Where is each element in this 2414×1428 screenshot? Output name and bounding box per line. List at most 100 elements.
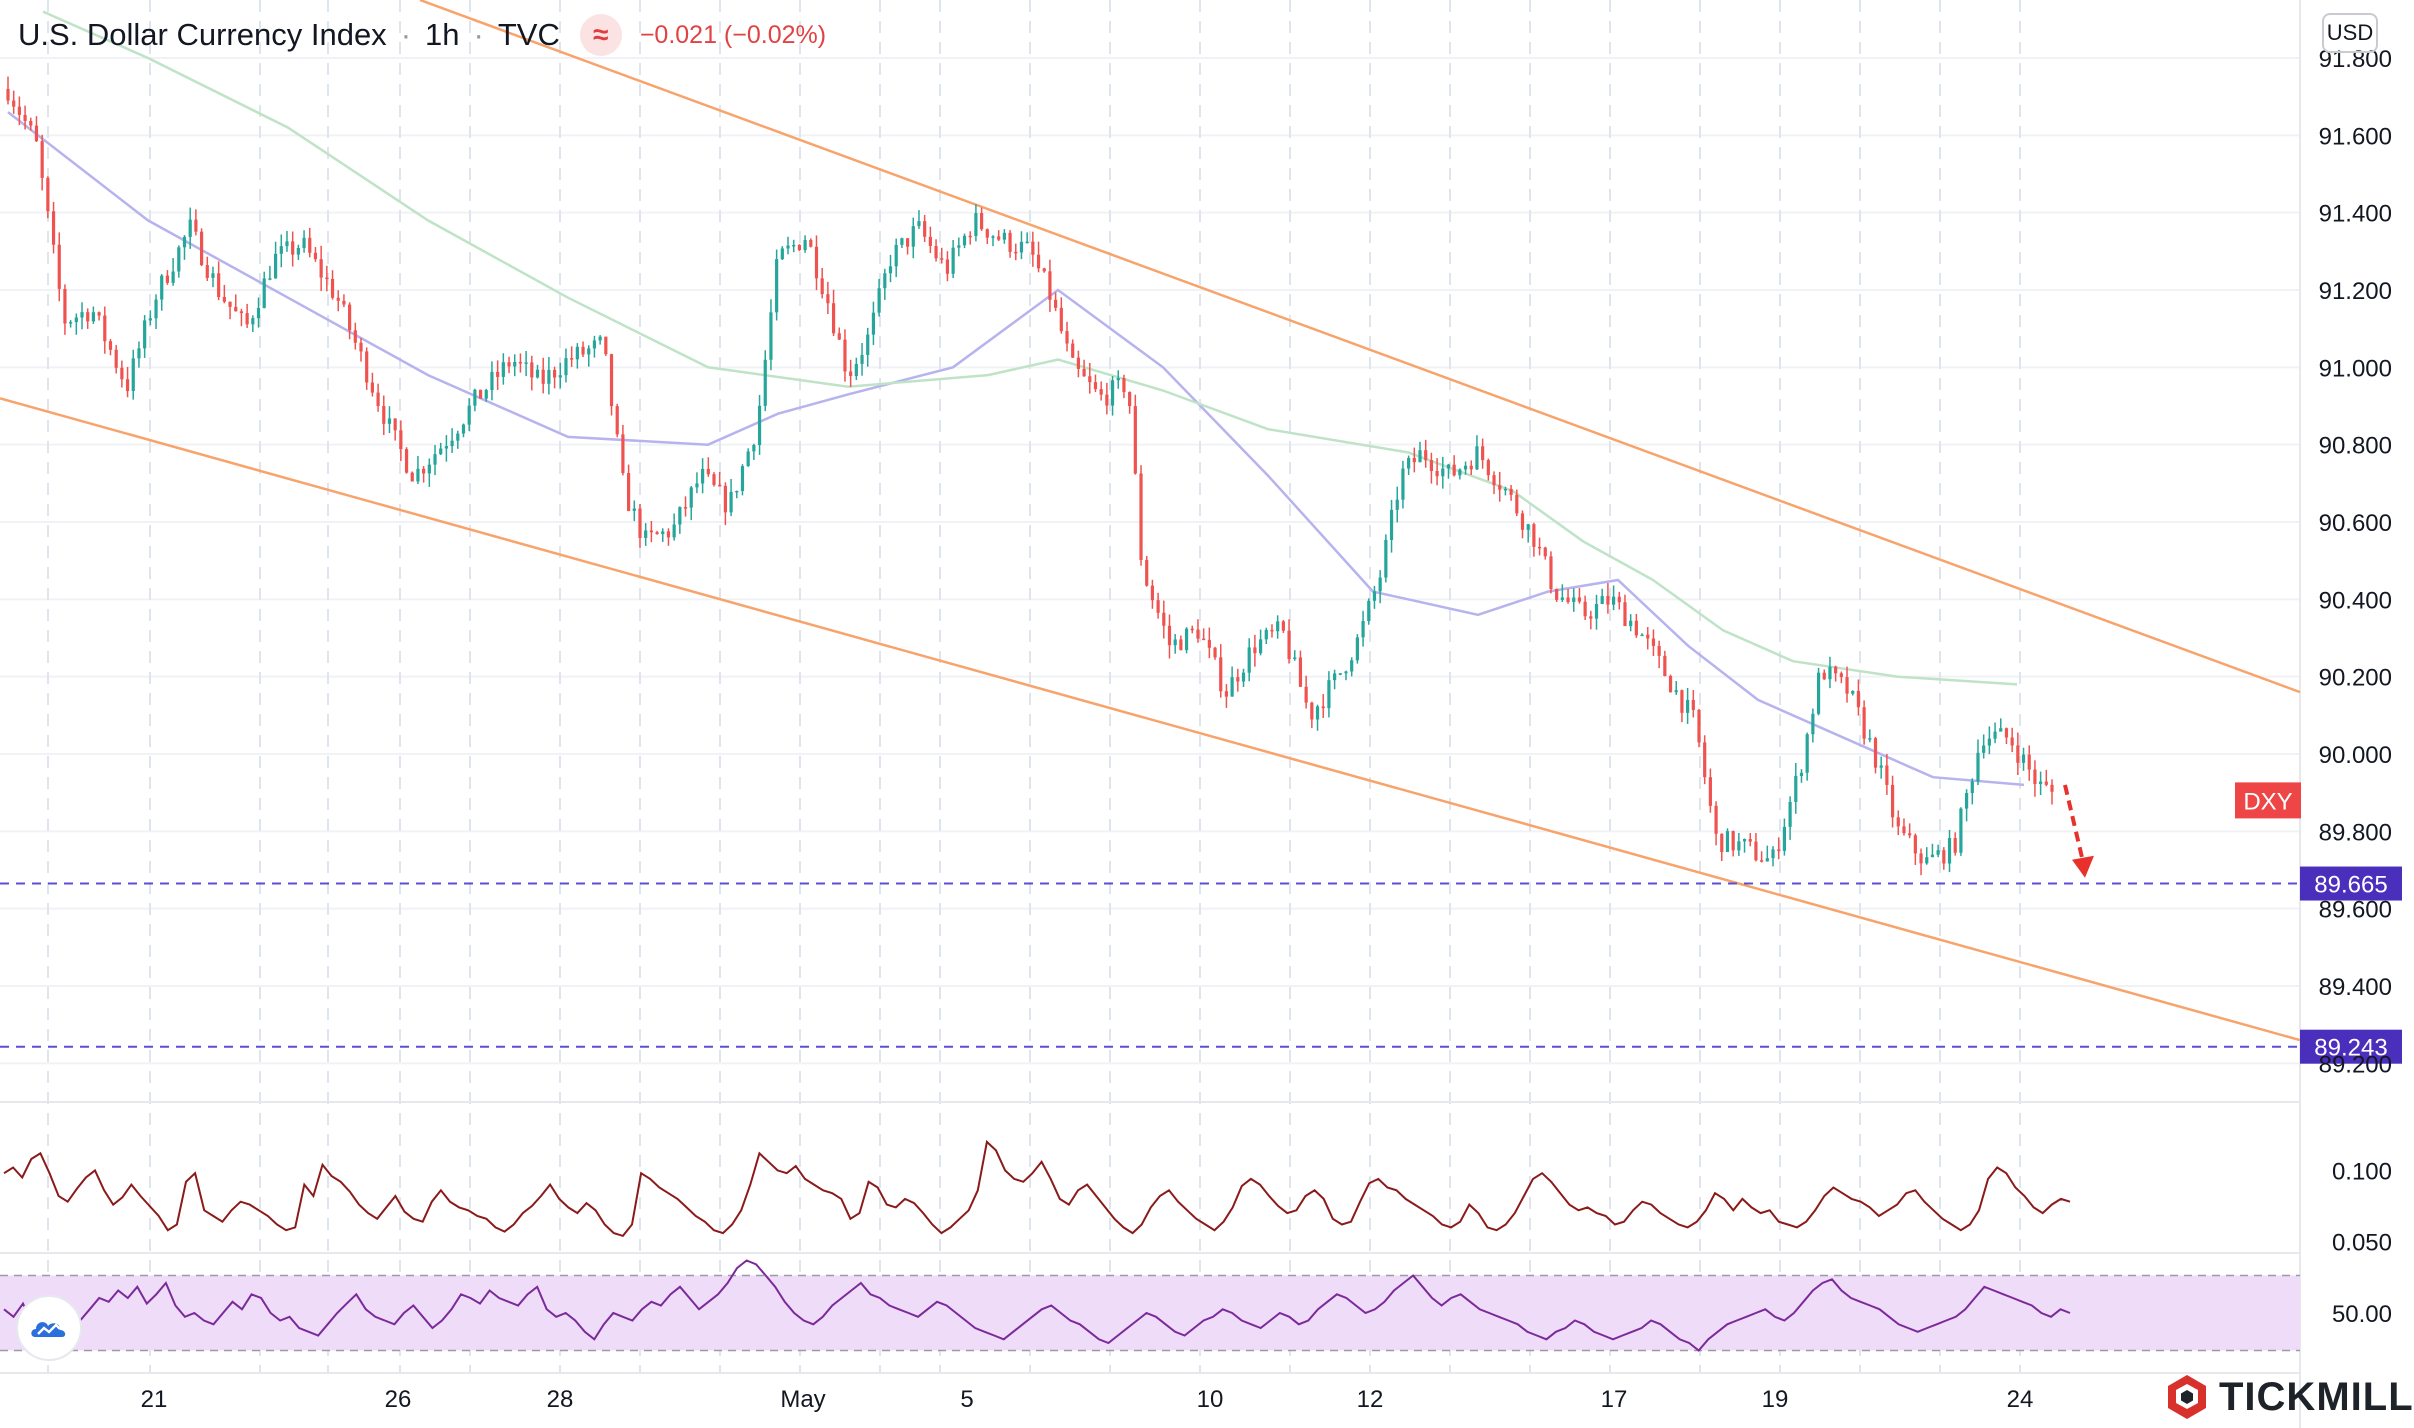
candle-body <box>951 247 955 274</box>
candle-body <box>2027 754 2031 770</box>
candle-body <box>1839 673 1843 678</box>
candle-body <box>1031 241 1035 255</box>
candle-body <box>1463 465 1468 470</box>
candle-body <box>1834 666 1838 674</box>
candle-body <box>1293 657 1297 660</box>
candle-body <box>1532 524 1536 547</box>
candle-body <box>1737 841 1741 851</box>
dxy-label-bg <box>2235 782 2301 819</box>
candle-body <box>348 304 352 331</box>
candle-body <box>353 330 357 343</box>
candle-body <box>513 361 517 367</box>
candle-body <box>558 375 562 378</box>
interval-label[interactable]: 1h <box>425 17 460 52</box>
descending-channel[interactable] <box>0 0 2301 1042</box>
candle-body <box>1623 602 1627 627</box>
candle-body <box>120 367 124 380</box>
symbol-name[interactable]: U.S. Dollar Currency Index <box>18 17 387 52</box>
candle-body <box>444 446 449 449</box>
candle-body <box>1936 850 1940 855</box>
candle-body <box>1942 850 1946 864</box>
candle-body <box>182 236 187 248</box>
candle-body <box>894 244 898 267</box>
candle-body <box>632 508 636 511</box>
candle-body <box>1663 655 1667 676</box>
candle-body <box>615 406 619 435</box>
candle-body <box>940 258 944 260</box>
candle-body <box>1071 343 1075 358</box>
candle-body <box>410 472 414 482</box>
candle-body <box>1731 831 1735 851</box>
candle-body <box>991 236 995 238</box>
candle-body <box>1230 677 1234 697</box>
candle-body <box>1042 268 1046 272</box>
candle-body <box>814 246 819 279</box>
candle-body <box>1617 596 1621 603</box>
candle-body <box>1036 254 1041 269</box>
candle-body <box>718 484 722 487</box>
candle-body <box>1367 600 1371 621</box>
candle-body <box>1902 826 1906 834</box>
candle-body <box>1708 777 1712 806</box>
candle-body <box>854 363 858 377</box>
candle-body <box>1002 232 1006 240</box>
candle-body <box>1048 271 1052 300</box>
candle-body <box>404 449 409 473</box>
tradingview-cloud-icon[interactable] <box>16 1295 82 1361</box>
candle-body <box>1281 621 1285 631</box>
candle-body <box>598 336 602 341</box>
candle-body <box>1794 775 1798 802</box>
key-levels[interactable]: 89.665 89.243 DXY <box>0 782 2402 1064</box>
candle-body <box>1156 600 1160 613</box>
candle-body <box>547 369 551 384</box>
candle-body <box>655 532 659 535</box>
forecast-arrow[interactable] <box>2063 784 2094 878</box>
candle-body <box>1441 468 1445 477</box>
candle-body <box>365 351 369 383</box>
channel-lower-line <box>0 397 2301 1042</box>
candle-body <box>74 317 78 323</box>
candle-body <box>1503 488 1508 491</box>
candle-body <box>1970 781 1974 794</box>
price-axis: 91.800 91.600 91.400 91.200 91.000 90.800 90.6… <box>2319 46 2392 1078</box>
candle-body <box>1822 672 1826 680</box>
candle-body <box>1885 765 1889 785</box>
candle-body <box>1093 382 1098 390</box>
currency-button[interactable]: USD <box>2322 13 2378 53</box>
atr-tick-label: 0.050 <box>2332 1230 2392 1257</box>
candle-body <box>160 275 164 300</box>
candle-body <box>1241 672 1246 682</box>
candle-body <box>1355 637 1359 661</box>
candle-body <box>934 246 938 259</box>
candle-body <box>712 474 716 485</box>
candle-body <box>137 348 141 359</box>
candle-body <box>1691 699 1695 710</box>
candle-body <box>1999 728 2003 732</box>
candle-body <box>251 318 255 325</box>
candle-body <box>2010 737 2014 746</box>
candle-body <box>1315 706 1320 720</box>
candle-body <box>945 259 950 274</box>
candle-body <box>1321 706 1325 709</box>
key-level-label-bg <box>2300 1029 2402 1064</box>
time-axis: 21 26 28 May 5 10 12 17 19 24 <box>141 1386 2034 1413</box>
approx-icon[interactable]: ≈ <box>579 14 622 56</box>
candle-body <box>1338 673 1342 675</box>
candle-body <box>831 303 836 334</box>
candle-body <box>1720 833 1724 852</box>
candle-body <box>439 448 443 455</box>
candle-body <box>256 307 261 319</box>
candle-body <box>1190 628 1194 631</box>
candle-body <box>1982 745 1986 753</box>
candle-body <box>905 238 910 247</box>
candle-body <box>40 141 44 178</box>
candle-body <box>154 299 158 319</box>
exchange-label[interactable]: TVC <box>497 17 560 52</box>
candle-body <box>1213 647 1217 658</box>
candle-body <box>17 106 21 115</box>
candle-body <box>1162 612 1166 626</box>
candle-body <box>928 236 932 247</box>
candle-body <box>820 278 824 295</box>
candle-body <box>883 273 887 289</box>
